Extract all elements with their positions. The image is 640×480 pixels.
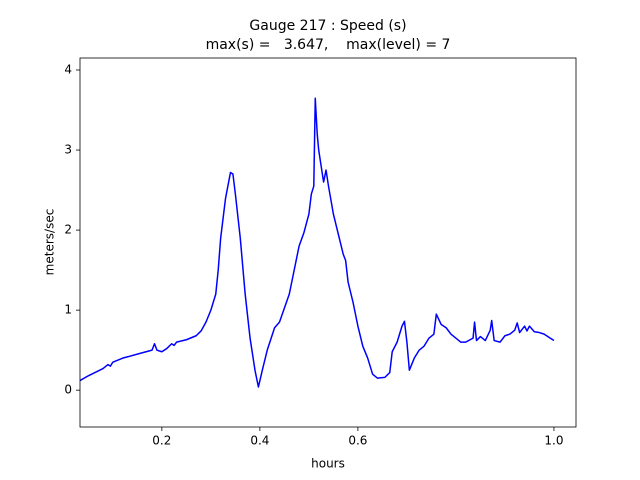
plot-frame bbox=[79, 57, 577, 428]
y-axis-label: meters/sec bbox=[43, 209, 57, 276]
x-tick-label: 1.0 bbox=[544, 434, 563, 448]
x-tick-label: 0.6 bbox=[348, 434, 367, 448]
y-tick-label: 3 bbox=[64, 143, 72, 157]
chart-title: Gauge 217 : Speed (s) bbox=[249, 18, 406, 34]
x-tick-label: 0.4 bbox=[250, 434, 269, 448]
x-tick-label: 0.2 bbox=[152, 434, 171, 448]
y-tick-label: 2 bbox=[64, 223, 72, 237]
data-line bbox=[79, 97, 555, 388]
y-tick-label: 4 bbox=[64, 63, 72, 77]
y-tick-label: 1 bbox=[64, 303, 72, 317]
y-tick-label: 0 bbox=[64, 383, 72, 397]
chart-subtitle: max(s) = 3.647, max(level) = 7 bbox=[206, 37, 451, 53]
x-axis-label: hours bbox=[311, 457, 345, 471]
